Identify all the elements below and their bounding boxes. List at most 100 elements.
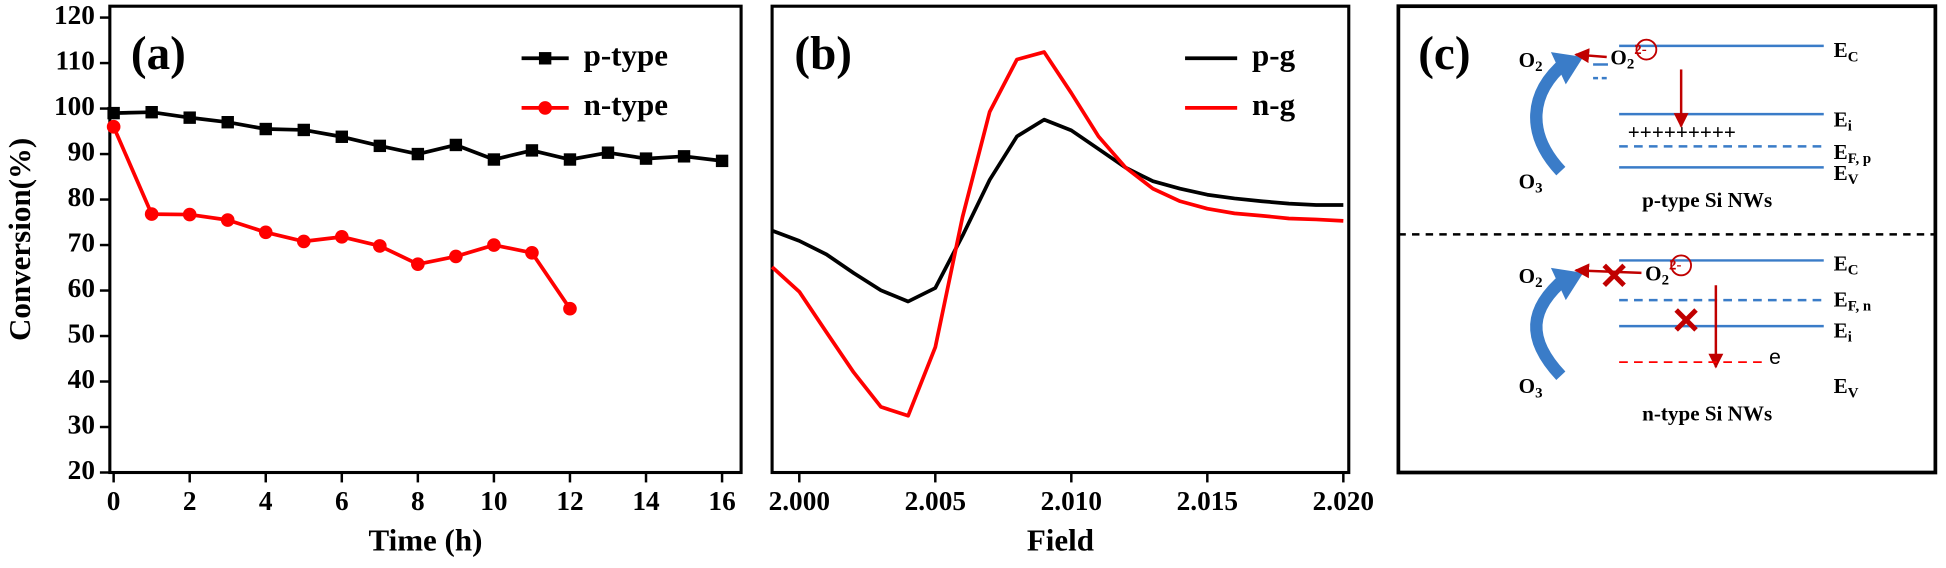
panel-label: (a) bbox=[131, 28, 186, 80]
rich-label: EV bbox=[1834, 161, 1859, 189]
diagram-frame bbox=[1396, 4, 1938, 475]
x-tick-label: 6 bbox=[335, 486, 349, 516]
electron-arrow bbox=[1574, 48, 1607, 64]
label-sub: 2 bbox=[1535, 60, 1542, 76]
legend-marker bbox=[538, 52, 552, 65]
y-tick-label: 100 bbox=[54, 91, 95, 121]
data-point bbox=[563, 301, 577, 316]
label-base: O bbox=[1610, 45, 1626, 69]
data-point bbox=[449, 138, 463, 152]
data-point bbox=[106, 119, 121, 134]
rich-label: O2 bbox=[1519, 264, 1543, 292]
x-tick-label: 0 bbox=[107, 486, 121, 516]
block-cross bbox=[1602, 263, 1626, 287]
x-tick-label: 2.010 bbox=[1041, 486, 1102, 516]
carriers: +++++++++ bbox=[1628, 120, 1736, 144]
legend-label: n-type bbox=[584, 87, 668, 122]
label-base: O bbox=[1519, 48, 1535, 72]
y-tick-label: 120 bbox=[54, 0, 95, 30]
label-sub: 2 bbox=[1662, 273, 1669, 289]
x-tick-label: 10 bbox=[480, 486, 507, 516]
data-point bbox=[487, 153, 501, 166]
rich-label: O3 bbox=[1519, 374, 1543, 402]
panel-caption: p-type Si NWs bbox=[1642, 188, 1772, 212]
rich-label: O3 bbox=[1519, 169, 1543, 197]
label-base: E bbox=[1834, 38, 1848, 62]
data-point bbox=[107, 106, 120, 120]
data-point bbox=[145, 105, 158, 119]
x-tick-label: 2 bbox=[183, 486, 197, 516]
data-point bbox=[220, 213, 235, 227]
x-axis-label: Time (h) bbox=[368, 522, 482, 557]
label-sub: C bbox=[1848, 263, 1859, 279]
data-point bbox=[487, 238, 501, 252]
x-tick-label: 2.015 bbox=[1177, 486, 1238, 516]
panel-label: (c) bbox=[1418, 28, 1470, 80]
data-point bbox=[183, 111, 196, 124]
label-base: O bbox=[1519, 169, 1535, 193]
data-point bbox=[639, 152, 653, 165]
rich-label: O2 bbox=[1519, 48, 1543, 76]
label-sub: C bbox=[1848, 50, 1859, 66]
y-tick-label: 110 bbox=[56, 45, 95, 75]
y-tick-label: 30 bbox=[68, 409, 95, 439]
reaction-arrow bbox=[1530, 273, 1570, 381]
y-tick-label: 20 bbox=[68, 455, 95, 485]
y-tick-label: 40 bbox=[68, 364, 95, 394]
legend-label: p-g bbox=[1252, 37, 1296, 72]
label-sub: V bbox=[1848, 172, 1859, 188]
data-point bbox=[373, 239, 387, 253]
series-line bbox=[770, 50, 1344, 418]
data-point bbox=[411, 147, 425, 161]
data-point bbox=[221, 116, 234, 129]
label-sub: F, p bbox=[1848, 151, 1871, 167]
x-tick-label: 8 bbox=[411, 486, 425, 516]
series-line bbox=[771, 117, 1344, 304]
charge-circle bbox=[1635, 38, 1658, 61]
data-point bbox=[677, 150, 691, 163]
data-point bbox=[601, 146, 615, 159]
label-sub: V bbox=[1848, 386, 1859, 402]
data-point bbox=[297, 123, 310, 137]
label-sub: 3 bbox=[1535, 181, 1542, 197]
label-base: E bbox=[1834, 318, 1848, 342]
plot-frame bbox=[108, 4, 743, 475]
x-tick-label: 4 bbox=[259, 486, 273, 516]
rich-label: EF, p bbox=[1834, 140, 1872, 168]
x-tick-label: 14 bbox=[632, 486, 660, 516]
y-tick-label: 70 bbox=[68, 227, 95, 257]
data-point bbox=[335, 130, 349, 143]
block-cross bbox=[1674, 308, 1698, 332]
data-point bbox=[182, 207, 197, 222]
reaction-arrow bbox=[1530, 57, 1570, 176]
data-point bbox=[334, 230, 349, 244]
data-point bbox=[373, 139, 387, 153]
label-base: E bbox=[1834, 374, 1848, 398]
label-base: O bbox=[1519, 264, 1535, 288]
x-tick-label: 12 bbox=[556, 486, 583, 516]
x-tick-label: 16 bbox=[708, 486, 735, 516]
label-sub: 2 bbox=[1535, 275, 1542, 291]
rich-label: EF, n bbox=[1834, 287, 1872, 315]
label-base: O bbox=[1645, 261, 1661, 285]
y-tick-label: 50 bbox=[68, 318, 95, 348]
data-point bbox=[563, 153, 577, 166]
x-tick-label: 2.005 bbox=[905, 486, 966, 516]
plot-frame bbox=[770, 4, 1351, 475]
rich-label: EV bbox=[1834, 374, 1859, 402]
label-base: E bbox=[1834, 140, 1848, 164]
x-tick-label: 2.000 bbox=[769, 486, 830, 516]
legend-marker bbox=[538, 101, 552, 115]
panel-caption: n-type Si NWs bbox=[1642, 401, 1772, 425]
y-axis-label: Conversion(%) bbox=[2, 138, 37, 341]
label-sub: 3 bbox=[1535, 386, 1542, 402]
y-tick-label: 60 bbox=[68, 273, 95, 303]
label-base: E bbox=[1834, 287, 1848, 311]
data-point bbox=[144, 207, 159, 221]
legend-label: p-type bbox=[584, 37, 668, 72]
rich-label: EC bbox=[1834, 251, 1859, 279]
data-point bbox=[525, 144, 539, 157]
label-base: O bbox=[1519, 374, 1535, 398]
label-base: E bbox=[1834, 161, 1848, 185]
legend-label: n-g bbox=[1252, 87, 1296, 122]
